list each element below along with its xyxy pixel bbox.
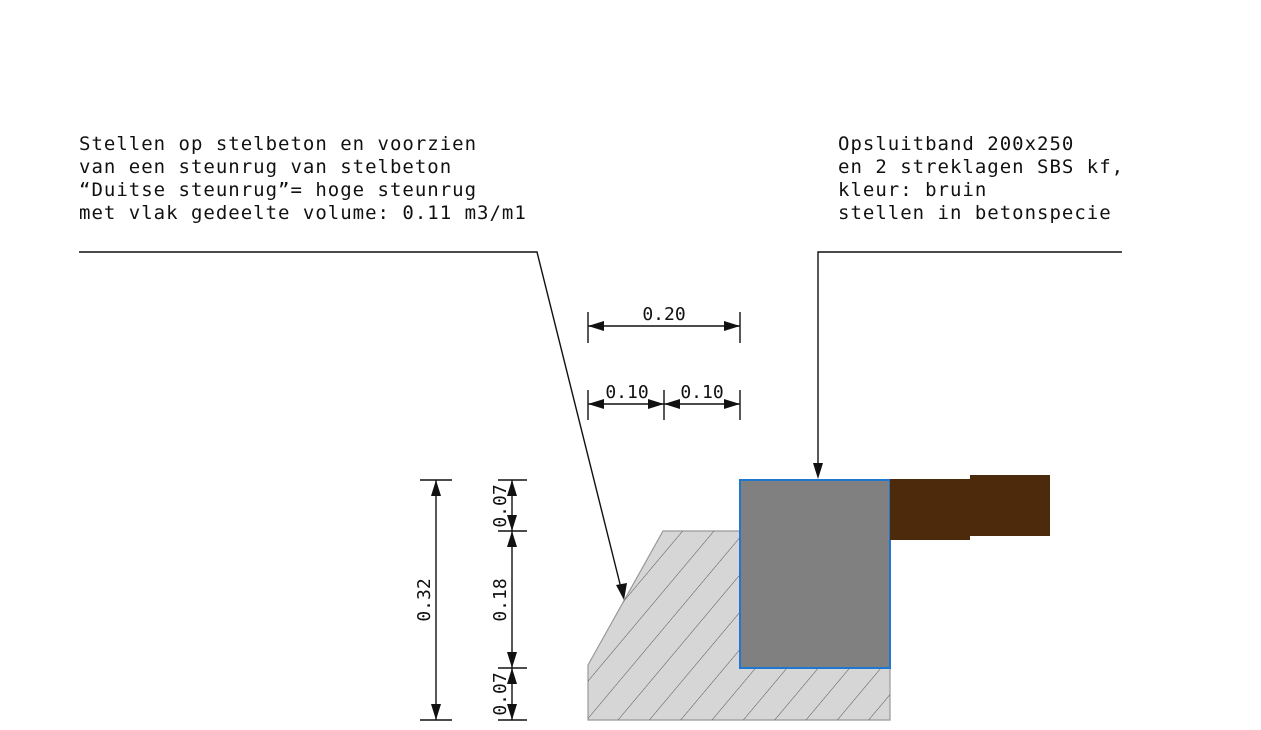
arrow [616,583,627,600]
paving-stone [970,475,1050,536]
note-line: kleur: bruin [838,179,987,201]
note-line: Stellen op stelbeton en voorzien [79,133,477,155]
dim-label: 0.20 [642,304,685,325]
note-line: Opsluitband 200x250 [838,133,1074,155]
dim-label: 0.10 [605,382,648,403]
dim-label: 0.07 [490,672,511,715]
note-line: en 2 streklagen SBS kf, [838,156,1124,178]
dim-label: 0.32 [414,578,435,621]
arrow [813,463,823,479]
note-line: met vlak gedeelte volume: 0.11 m3/m1 [79,202,527,224]
dim-label: 0.10 [680,382,723,403]
note-line: “Duitse steunrug”= hoge steunrug [79,179,477,201]
dim-middle: 0.10 0.10 [587,382,741,420]
note-line: stellen in betonspecie [838,202,1112,224]
note-left: Stellen op stelbeton en voorzien van een… [79,133,627,600]
note-line: van een steunrug van stelbeton [79,156,452,178]
leader [817,251,1122,470]
dim-label: 0.07 [490,484,511,527]
dim-heights: 0.07 0.18 0.07 [490,479,527,721]
dim-top: 0.20 [587,304,741,343]
leader [79,251,623,593]
curb [739,479,891,669]
note-right: Opsluitband 200x250 en 2 streklagen SBS … [813,133,1124,479]
paving-stone [890,479,970,540]
dim-label: 0.18 [490,578,511,621]
dim-total-height: 0.32 [414,479,452,721]
